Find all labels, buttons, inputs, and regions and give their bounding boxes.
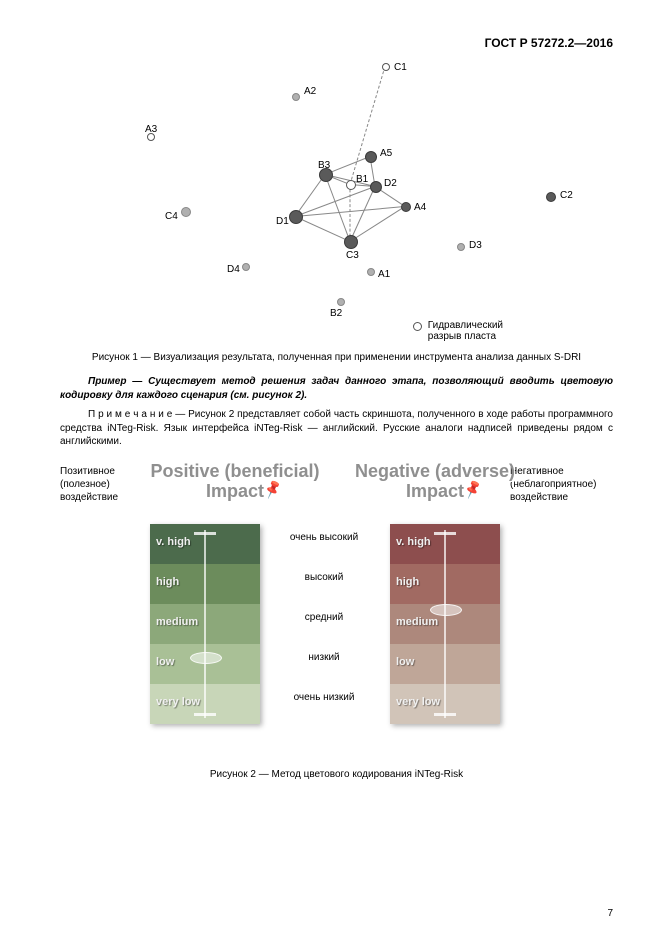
bar-label: medium (396, 616, 438, 628)
node-label: C3 (346, 250, 359, 261)
bar-label: high (396, 576, 419, 588)
positive-scale-bar: v. high high medium low very low (150, 524, 260, 724)
legend-text: Гидравлический разрыв пласта (428, 320, 503, 342)
node-label: C1 (394, 62, 407, 73)
node-C1 (382, 63, 390, 71)
center-ru-label: очень низкий (276, 692, 372, 703)
node-A4 (401, 202, 411, 212)
bar-label: high (156, 576, 179, 588)
document-page: ГОСТ Р 57272.2—2016 C1 A2 A3 A5 B3 B1 D2 C2 C4 D1… (0, 0, 661, 935)
negative-title-line2: Impact 📌 (340, 481, 530, 502)
node-B2 (337, 298, 345, 306)
node-D3 (457, 243, 465, 251)
slider-track (444, 530, 446, 718)
node-label: C2 (560, 190, 573, 201)
positive-title-line1: Positive (beneficial) (140, 461, 330, 482)
node-label: A1 (378, 269, 390, 280)
node-label: D2 (384, 178, 397, 189)
edge (350, 66, 386, 184)
legend-marker-icon (413, 322, 422, 331)
node-D2 (370, 181, 382, 193)
figure-1-caption: Рисунок 1 — Визуализация результата, пол… (60, 352, 613, 363)
node-label: B2 (330, 308, 342, 319)
note-label: П р и м е ч а н и е (88, 409, 172, 420)
slider-knob (190, 652, 222, 664)
positive-ru-label: Позитивное (полезное) воздействие (60, 465, 150, 504)
slider-knob (430, 604, 462, 616)
center-ru-label: высокий (276, 572, 372, 583)
node-label: A2 (304, 86, 316, 97)
node-label: D3 (469, 240, 482, 251)
node-C3 (344, 235, 358, 249)
center-ru-label: очень высокий (276, 532, 372, 543)
node-label: D1 (276, 216, 289, 227)
bar-label: v. high (156, 536, 191, 548)
node-B1 (346, 180, 356, 190)
node-label: C4 (165, 211, 178, 222)
document-id: ГОСТ Р 57272.2—2016 (60, 36, 613, 50)
node-D1 (289, 210, 303, 224)
node-C2 (546, 192, 556, 202)
node-label: D4 (227, 264, 240, 275)
bar-label: very low (156, 696, 200, 708)
node-A1 (367, 268, 375, 276)
slider-cap (434, 713, 456, 716)
slider-cap (434, 532, 456, 535)
pin-icon: 📌 (462, 478, 484, 500)
slider-cap (194, 532, 216, 535)
slider-cap (194, 713, 216, 716)
node-A5 (365, 151, 377, 163)
page-number: 7 (607, 908, 613, 919)
node-C4 (181, 207, 191, 217)
positive-title-line2: Impact 📌 (140, 481, 330, 502)
figure-1-legend: Гидравлический разрыв пласта (60, 320, 613, 342)
figure-1-network: C1 A2 A3 A5 B3 B1 D2 C2 C4 D1 A4 C3 D3 D4 A1 B2 (60, 56, 600, 316)
negative-scale-bar: v. high high medium low very low (390, 524, 500, 724)
node-label: A4 (414, 202, 426, 213)
center-ru-label: средний (276, 612, 372, 623)
node-label: A5 (380, 148, 392, 159)
node-A2 (292, 93, 300, 101)
figure-2-color-coding: Позитивное (полезное) воздействие Негати… (60, 459, 600, 759)
edge (350, 185, 351, 242)
node-label: A3 (145, 124, 157, 135)
bar-label: low (396, 656, 414, 668)
bar-label: low (156, 656, 174, 668)
note-paragraph: П р и м е ч а н и е — Рисунок 2 представ… (60, 408, 613, 449)
bar-label: v. high (396, 536, 431, 548)
example-paragraph: Пример — Существует метод решения задач … (60, 375, 613, 402)
node-label: B3 (318, 160, 330, 171)
slider-track (204, 530, 206, 718)
center-ru-label: низкий (276, 652, 372, 663)
negative-title-line1: Negative (adverse) (340, 461, 530, 482)
pin-icon: 📌 (262, 478, 284, 500)
node-D4 (242, 263, 250, 271)
bar-label: very low (396, 696, 440, 708)
bar-label: medium (156, 616, 198, 628)
figure-2-caption: Рисунок 2 — Метод цветового кодирования … (60, 769, 613, 780)
node-label: B1 (356, 174, 368, 185)
